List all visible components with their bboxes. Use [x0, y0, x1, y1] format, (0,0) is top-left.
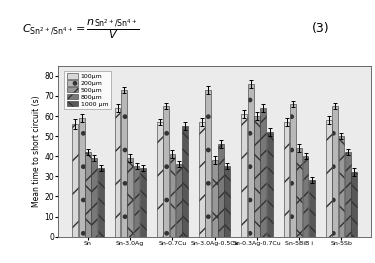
- Bar: [242, 114, 247, 237]
- Legend: 100μm, 200μm, 500μm, 800μm, 1000 μm: 100μm, 200μm, 500μm, 800μm, 1000 μm: [64, 70, 111, 109]
- Bar: [134, 166, 140, 237]
- Bar: [115, 108, 120, 237]
- Bar: [248, 84, 254, 237]
- Bar: [326, 120, 332, 237]
- Bar: [332, 106, 338, 237]
- Bar: [212, 160, 217, 237]
- Bar: [296, 148, 302, 237]
- Bar: [140, 168, 146, 237]
- Y-axis label: Mean time to short circuit (s): Mean time to short circuit (s): [32, 95, 41, 207]
- Bar: [121, 90, 127, 237]
- Bar: [72, 124, 78, 237]
- Bar: [345, 152, 351, 237]
- Bar: [127, 158, 133, 237]
- Bar: [309, 180, 315, 237]
- Bar: [176, 164, 182, 237]
- Bar: [339, 136, 344, 237]
- Bar: [206, 90, 211, 237]
- Bar: [79, 118, 84, 237]
- Bar: [92, 158, 97, 237]
- Text: (3): (3): [312, 22, 330, 36]
- Bar: [284, 122, 290, 237]
- Bar: [157, 122, 163, 237]
- Bar: [218, 144, 224, 237]
- Bar: [85, 152, 91, 237]
- Bar: [170, 154, 176, 237]
- Bar: [199, 122, 205, 237]
- Bar: [182, 126, 188, 237]
- Bar: [267, 132, 273, 237]
- Bar: [351, 172, 357, 237]
- Bar: [290, 104, 296, 237]
- Bar: [225, 166, 230, 237]
- Bar: [254, 116, 260, 237]
- Text: $C_{\mathsf{Sn^{2+}/Sn^{4+}}} = \dfrac{n_{\mathsf{Sn^{2+}/Sn^{4+}}}}{V}$: $C_{\mathsf{Sn^{2+}/Sn^{4+}}} = \dfrac{n…: [22, 17, 140, 41]
- Bar: [163, 106, 169, 237]
- Bar: [303, 156, 308, 237]
- Bar: [260, 108, 266, 237]
- Bar: [98, 168, 104, 237]
